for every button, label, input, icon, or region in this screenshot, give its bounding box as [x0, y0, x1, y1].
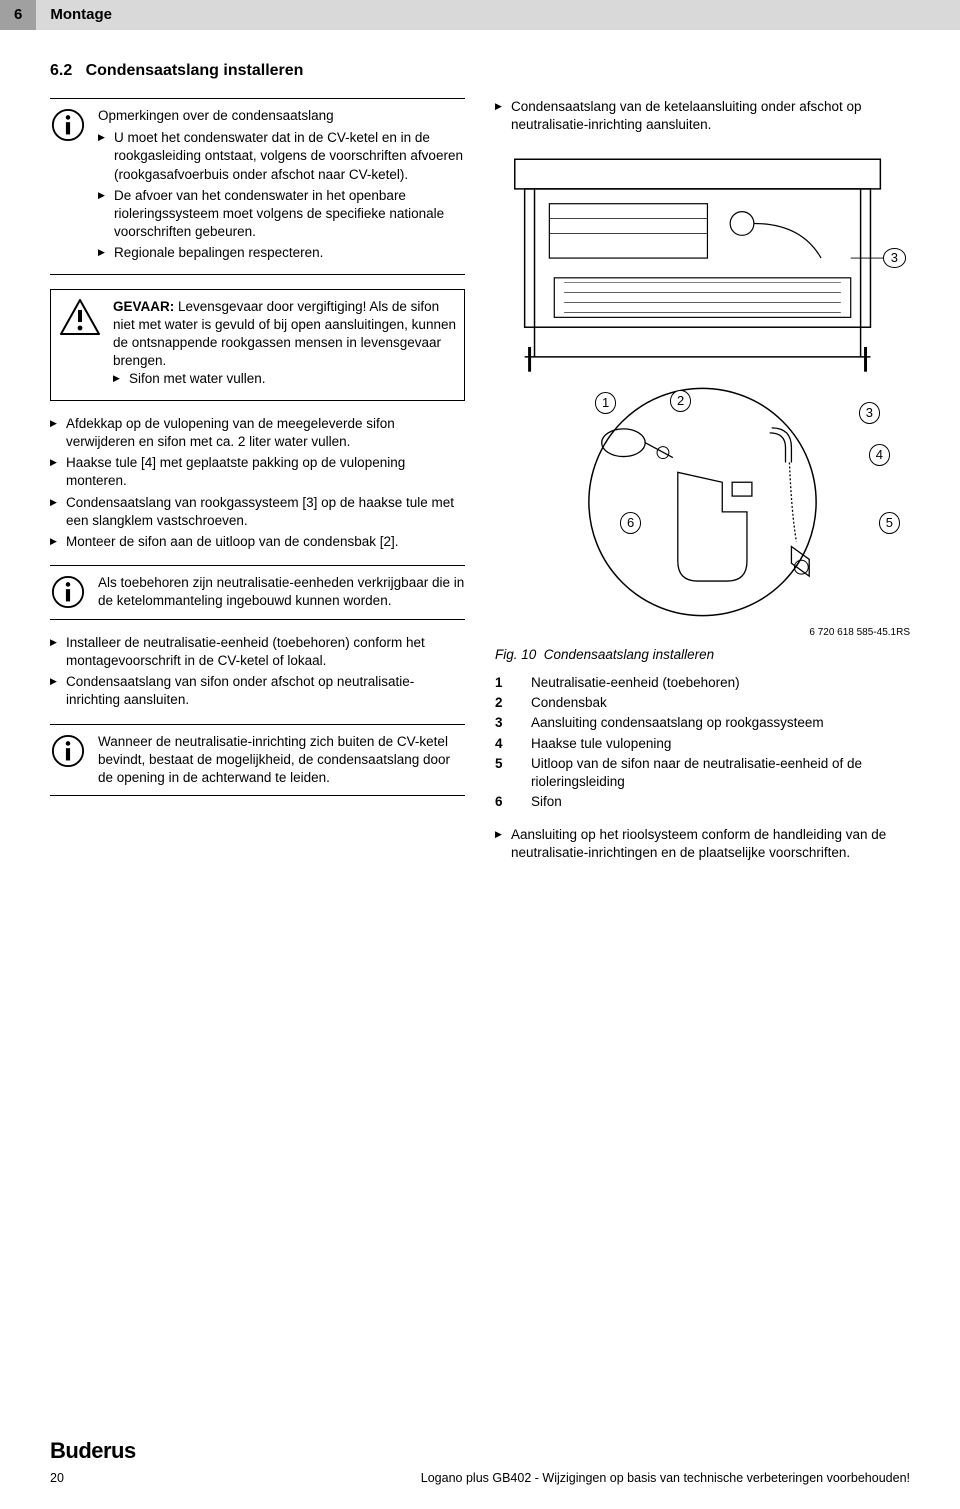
left-column: Opmerkingen over de condensaatslang U mo…	[50, 98, 465, 876]
page-footer: Buderus 20 Logano plus GB402 - Wijziging…	[0, 1436, 960, 1487]
figure-frame-svg	[495, 148, 910, 378]
warn-text: GEVAAR: Levensgevaar door vergiftiging! …	[113, 298, 456, 371]
info-block-routing: Wanneer de neutralisatie-inrichting zich…	[50, 724, 465, 797]
section-title: 6.2 Condensaatslang installeren	[50, 60, 910, 82]
info1-item: De afvoer van het condenswater in het op…	[98, 187, 465, 242]
step-item: Afdekkap op de vulopening van de meegele…	[50, 415, 465, 451]
right-step-list: Condensaatslang van de ketelaansluiting …	[495, 98, 910, 134]
legend-row: 4Haakse tule vulopening	[495, 735, 910, 753]
figure-callout: 5	[879, 512, 900, 534]
steps-list-3: Aansluiting op het rioolsysteem conform …	[495, 826, 910, 862]
step-item: Haakse tule [4] met geplaatste pakking o…	[50, 454, 465, 490]
danger-block: GEVAAR: Levensgevaar door vergiftiging! …	[50, 289, 465, 401]
step-item: Installeer de neutralisatie-eenheid (toe…	[50, 634, 465, 670]
figure-reference: 6 720 618 585-45.1RS	[495, 626, 910, 640]
page-number: 20	[50, 1470, 136, 1487]
figure-caption: Fig. 10 Condensaatslang installeren	[495, 646, 910, 664]
step-item: Monteer de sifon aan de uitloop van de c…	[50, 533, 465, 551]
step-item: Aansluiting op het rioolsysteem conform …	[495, 826, 910, 862]
warn-item: Sifon met water vullen.	[113, 370, 456, 388]
warning-icon	[59, 298, 101, 336]
chapter-title: Montage	[36, 0, 960, 30]
figure-detail: 1 2 3 4 5 6	[495, 382, 910, 622]
figure-detail-svg	[495, 382, 910, 622]
figure-caption-text: Condensaatslang installeren	[544, 647, 714, 662]
section-name: Condensaatslang installeren	[86, 62, 304, 79]
legend-row: 6Sifon	[495, 793, 910, 811]
step-item: Condensaatslang van sifon onder afschot …	[50, 673, 465, 709]
figure-callout: 3	[859, 402, 880, 424]
chapter-number: 6	[0, 0, 36, 30]
info-block-accessory: Als toebehoren zijn neutralisatie-eenhed…	[50, 565, 465, 619]
right-column: Condensaatslang van de ketelaansluiting …	[495, 98, 910, 876]
info3-text: Wanneer de neutralisatie-inrichting zich…	[98, 733, 465, 788]
footer-text: Logano plus GB402 - Wijzigingen op basis…	[421, 1470, 910, 1487]
header-bar: 6 Montage	[0, 0, 960, 30]
warn-label: GEVAAR:	[113, 299, 174, 314]
legend-row: 3Aansluiting condensaatslang op rookgass…	[495, 714, 910, 732]
legend-row: 5Uitloop van de sifon naar de neutralisa…	[495, 755, 910, 791]
figure-callout: 4	[869, 444, 890, 466]
page-content: 6.2 Condensaatslang installeren Opmerkin…	[0, 60, 960, 876]
info1-item: U moet het condenswater dat in de CV-ket…	[98, 129, 465, 184]
info1-list: U moet het condenswater dat in de CV-ket…	[98, 129, 465, 263]
info2-text: Als toebehoren zijn neutralisatie-eenhed…	[98, 574, 465, 610]
steps-list-2: Installeer de neutralisatie-eenheid (toe…	[50, 634, 465, 710]
legend-row: 2Condensbak	[495, 694, 910, 712]
footer-left: Buderus 20	[50, 1436, 136, 1487]
steps-list-1: Afdekkap op de vulopening van de meegele…	[50, 415, 465, 552]
info-icon	[50, 733, 86, 769]
figure-callout: 6	[620, 512, 641, 534]
step-item: Condensaatslang van de ketelaansluiting …	[495, 98, 910, 134]
info-block-remarks: Opmerkingen over de condensaatslang U mo…	[50, 98, 465, 275]
step-item: Condensaatslang van rookgassysteem [3] o…	[50, 494, 465, 530]
figure-frame: 3	[495, 148, 910, 378]
info1-item: Regionale bepalingen respecteren.	[98, 244, 465, 262]
legend-row: 1Neutralisatie-eenheid (toebehoren)	[495, 674, 910, 692]
figure-legend: 1Neutralisatie-eenheid (toebehoren) 2Con…	[495, 674, 910, 812]
info1-heading: Opmerkingen over de condensaatslang	[98, 107, 465, 125]
brand-logo: Buderus	[50, 1436, 136, 1466]
warn-title: Levensgevaar door vergiftiging!	[174, 299, 366, 314]
info-icon	[50, 107, 86, 143]
section-number: 6.2	[50, 62, 72, 79]
figure-callout: 2	[670, 390, 691, 412]
info-icon	[50, 574, 86, 610]
figure-caption-label: Fig. 10	[495, 647, 536, 662]
figure-callout: 1	[595, 392, 616, 414]
warn-list: Sifon met water vullen.	[113, 370, 456, 388]
figure-callout: 3	[883, 248, 906, 268]
